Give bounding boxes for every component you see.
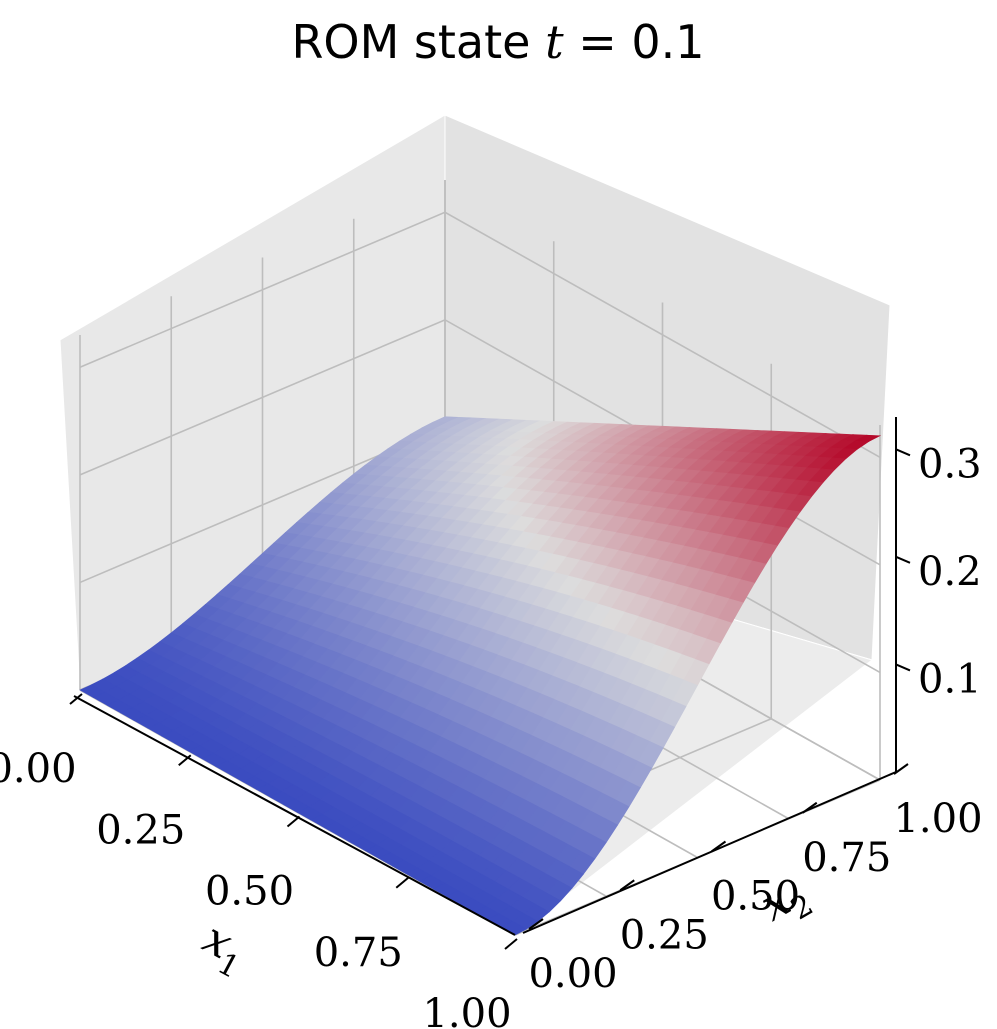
x2-tick-1	[619, 879, 635, 892]
x1-tick-0	[69, 693, 83, 705]
x2-tick-4	[893, 763, 909, 775]
x1-axis-label: x 1	[195, 913, 245, 986]
x1-tick-3	[395, 876, 409, 889]
x2-tick-label-1: 0.25	[620, 912, 709, 958]
x2-axis-line	[522, 771, 897, 934]
z-tick-0	[895, 663, 911, 672]
x2-tick-label-3: 0.75	[802, 835, 891, 881]
tick-labels: 0.000.250.500.751.000.000.250.500.751.00…	[0, 441, 983, 1029]
z-tick-1	[895, 555, 911, 564]
z-tick-label-1: 0.2	[918, 549, 982, 595]
x2-tick-3	[802, 801, 818, 814]
title-time-variable: t	[545, 15, 564, 69]
horizontal-grid-z-3	[79, 211, 881, 458]
x1-tick-label-1: 0.25	[96, 807, 185, 853]
x1-tick-4	[504, 938, 518, 950]
x1-tick-label-3: 0.75	[314, 930, 403, 976]
surface	[79, 416, 882, 936]
title-prefix: ROM state	[291, 15, 545, 69]
x1-tick-1	[178, 754, 192, 767]
z-tick-2	[895, 448, 911, 457]
x1-tick-2	[286, 815, 301, 828]
axes	[69, 417, 911, 950]
x1-tick-label-0: 0.00	[0, 746, 77, 792]
title-time-value: = 0.1	[564, 15, 705, 69]
x2-tick-label-4: 1.00	[893, 796, 982, 842]
x1-tick-label-2: 0.50	[205, 869, 294, 915]
x1-tick-label-4: 1.00	[422, 991, 511, 1029]
chart-title: ROM state t = 0.1	[291, 15, 704, 69]
x2-tick-label-0: 0.00	[528, 951, 617, 997]
x1-axis-line	[73, 695, 516, 936]
x2-tick-0	[528, 918, 544, 930]
z-tick-label-2: 0.3	[918, 441, 982, 487]
x2-tick-label-2: 0.50	[711, 874, 800, 920]
z-tick-label-0: 0.1	[918, 656, 982, 702]
x2-tick-2	[710, 840, 727, 853]
